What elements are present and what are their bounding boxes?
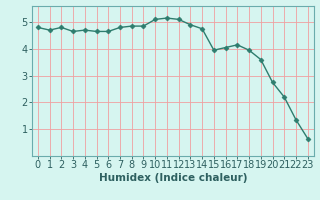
X-axis label: Humidex (Indice chaleur): Humidex (Indice chaleur) (99, 173, 247, 183)
